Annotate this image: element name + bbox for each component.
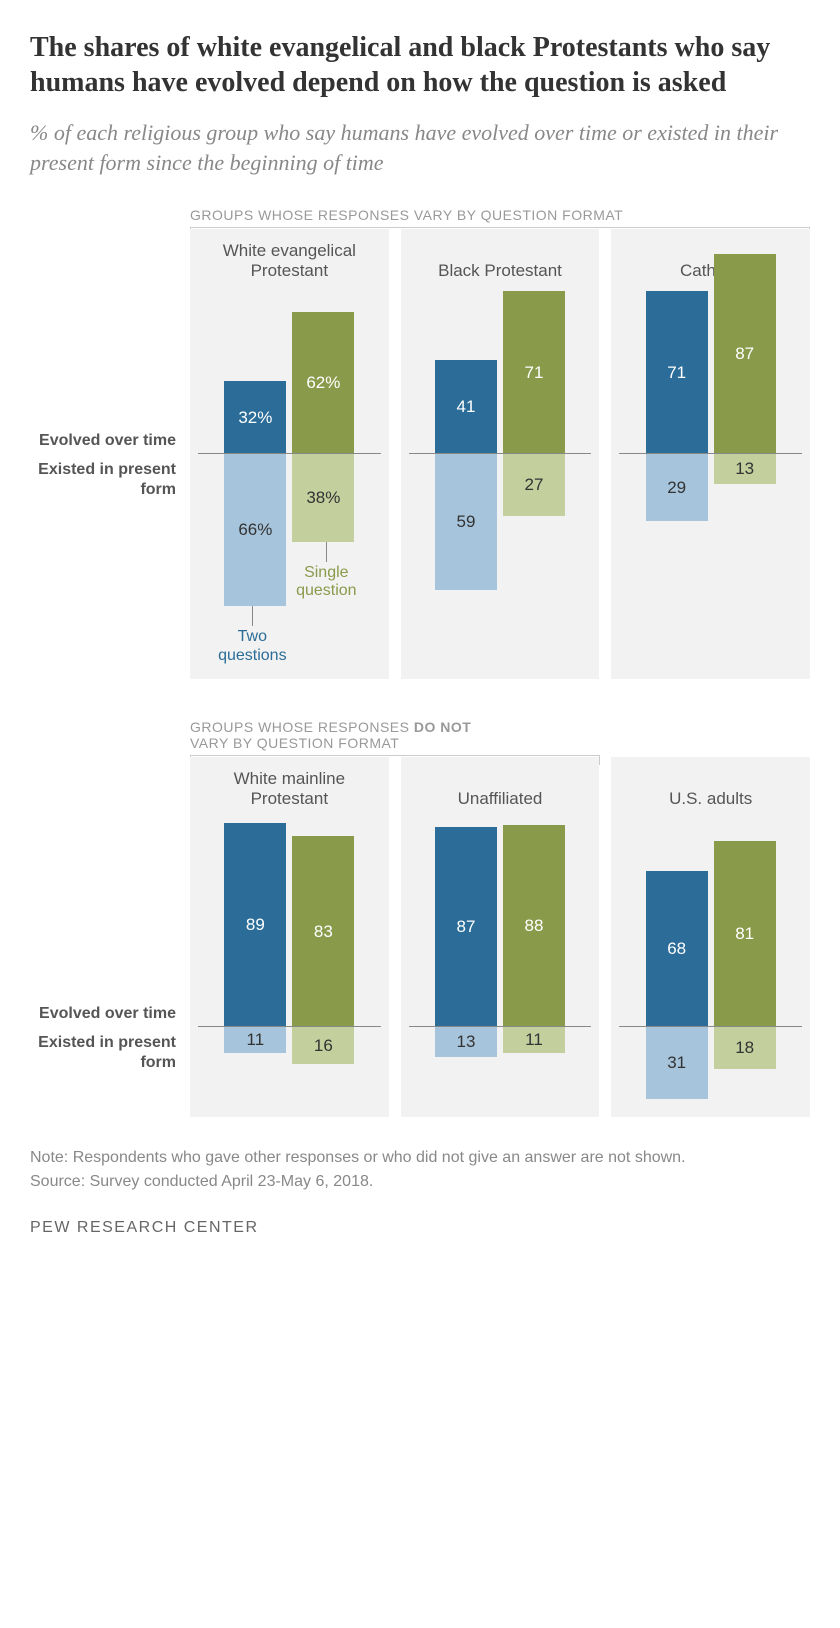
panel-title: Black Protestant bbox=[409, 239, 592, 281]
bar-value-evolved-two: 68 bbox=[646, 871, 708, 1027]
bar-two-questions: 8911 bbox=[224, 817, 286, 1107]
section2-label-c: VARY BY QUESTION FORMAT bbox=[190, 735, 399, 751]
bar-pair: 71298713 bbox=[619, 289, 802, 669]
baseline bbox=[198, 453, 381, 454]
bar-value-present-single: 13 bbox=[714, 454, 776, 484]
source-text: Source: Survey conducted April 23-May 6,… bbox=[30, 1173, 810, 1191]
bar-two-questions: 7129 bbox=[646, 289, 708, 669]
chart-panel: Black Protestant 41597127 bbox=[401, 229, 600, 679]
bar-value-evolved-single: 83 bbox=[292, 836, 354, 1027]
bar-value-evolved-two: 87 bbox=[435, 827, 497, 1027]
bar-value-evolved-two: 41 bbox=[435, 360, 497, 454]
chart-subtitle: % of each religious group who say humans… bbox=[30, 118, 810, 177]
bar-value-evolved-two: 71 bbox=[646, 291, 708, 454]
bars-area: 32%66%62%38%Two questionsSingle question bbox=[198, 289, 381, 669]
label-present: Existed in present form bbox=[36, 460, 176, 498]
bars-area: 41597127 bbox=[409, 289, 592, 669]
baseline bbox=[409, 453, 592, 454]
bar-pair: 68318118 bbox=[619, 817, 802, 1107]
bar-value-present-single: 16 bbox=[292, 1027, 354, 1064]
bar-value-present-two: 13 bbox=[435, 1027, 497, 1057]
chart-panel: U.S. adults 68318118 bbox=[611, 757, 810, 1117]
bar-pair: 89118316 bbox=[198, 817, 381, 1107]
bar-two-questions: 32%66% bbox=[224, 289, 286, 669]
section2-label-b: DO NOT bbox=[414, 719, 471, 735]
bars-area: 71298713 bbox=[619, 289, 802, 669]
legend-connector bbox=[252, 606, 253, 626]
bar-value-evolved-two: 32% bbox=[224, 381, 286, 455]
chart-panel: White evangelical Protestant 32%66%62%38%… bbox=[190, 229, 389, 679]
bar-value-present-single: 38% bbox=[292, 454, 354, 541]
panel-title: U.S. adults bbox=[619, 767, 802, 809]
chart-title: The shares of white evangelical and blac… bbox=[30, 30, 810, 100]
bar-value-present-two: 59 bbox=[435, 454, 497, 590]
bar-value-evolved-single: 71 bbox=[503, 291, 565, 454]
bar-value-present-single: 18 bbox=[714, 1027, 776, 1068]
bar-value-present-two: 31 bbox=[646, 1027, 708, 1098]
panel-title: Unaffiliated bbox=[409, 767, 592, 809]
bar-value-present-single: 11 bbox=[503, 1027, 565, 1052]
label-present-2: Existed in present form bbox=[36, 1033, 176, 1071]
panels-row1: White evangelical Protestant 32%66%62%38%… bbox=[190, 229, 810, 679]
baseline bbox=[198, 1026, 381, 1027]
bar-single-question: 8316 bbox=[292, 817, 354, 1107]
chart-panel: Unaffiliated 87138811 bbox=[401, 757, 600, 1117]
chart-panel: Catholic71298713 bbox=[611, 229, 810, 679]
bar-single-question: 62%38% bbox=[292, 289, 354, 669]
bars-area: 87138811 bbox=[409, 817, 592, 1107]
bar-single-question: 8713 bbox=[714, 289, 776, 669]
bar-single-question: 8811 bbox=[503, 817, 565, 1107]
brand: PEW RESEARCH CENTER bbox=[30, 1219, 810, 1237]
bar-value-present-two: 29 bbox=[646, 454, 708, 521]
legend-single-question: Single question bbox=[286, 564, 366, 601]
bar-value-evolved-single: 87 bbox=[714, 254, 776, 454]
row-labels-2: Evolved over time Existed in present for… bbox=[30, 757, 190, 1117]
section1-label: GROUPS WHOSE RESPONSES VARY BY QUESTION … bbox=[190, 207, 810, 223]
label-evolved-2: Evolved over time bbox=[36, 1004, 176, 1023]
row-labels-1: Evolved over time Existed in present for… bbox=[30, 229, 190, 679]
bar-pair: 41597127 bbox=[409, 289, 592, 669]
bar-two-questions: 6831 bbox=[646, 817, 708, 1107]
baseline bbox=[619, 1026, 802, 1027]
label-evolved: Evolved over time bbox=[36, 431, 176, 450]
bars-area: 68318118 bbox=[619, 817, 802, 1107]
baseline bbox=[619, 453, 802, 454]
panel-title: White mainline Protestant bbox=[198, 767, 381, 809]
footnote: Note: Respondents who gave other respons… bbox=[30, 1147, 810, 1169]
bar-two-questions: 4159 bbox=[435, 289, 497, 669]
bar-value-present-two: 66% bbox=[224, 454, 286, 606]
baseline bbox=[409, 1026, 592, 1027]
bar-value-evolved-single: 88 bbox=[503, 825, 565, 1027]
chart-row-2: Evolved over time Existed in present for… bbox=[30, 757, 810, 1117]
bar-single-question: 7127 bbox=[503, 289, 565, 669]
bars-area: 89118316 bbox=[198, 817, 381, 1107]
bar-two-questions: 8713 bbox=[435, 817, 497, 1107]
bar-value-present-two: 11 bbox=[224, 1027, 286, 1052]
bar-value-present-single: 27 bbox=[503, 454, 565, 516]
legend-two-questions: Two questions bbox=[212, 628, 292, 665]
chart-panel: White mainline Protestant 89118316 bbox=[190, 757, 389, 1117]
bar-value-evolved-two: 89 bbox=[224, 823, 286, 1028]
bar-single-question: 8118 bbox=[714, 817, 776, 1107]
section2-label-a: GROUPS WHOSE RESPONSES bbox=[190, 719, 414, 735]
section2-label: GROUPS WHOSE RESPONSES DO NOT VARY BY QU… bbox=[190, 719, 810, 751]
panels-row2: White mainline Protestant89118316Unaffil… bbox=[190, 757, 810, 1117]
bar-value-evolved-single: 62% bbox=[292, 312, 354, 455]
legend-connector bbox=[326, 542, 327, 562]
bar-pair: 87138811 bbox=[409, 817, 592, 1107]
bar-pair: 32%66%62%38% bbox=[198, 289, 381, 669]
bar-value-evolved-single: 81 bbox=[714, 841, 776, 1027]
panel-title: White evangelical Protestant bbox=[198, 239, 381, 281]
chart-row-1: Evolved over time Existed in present for… bbox=[30, 229, 810, 679]
